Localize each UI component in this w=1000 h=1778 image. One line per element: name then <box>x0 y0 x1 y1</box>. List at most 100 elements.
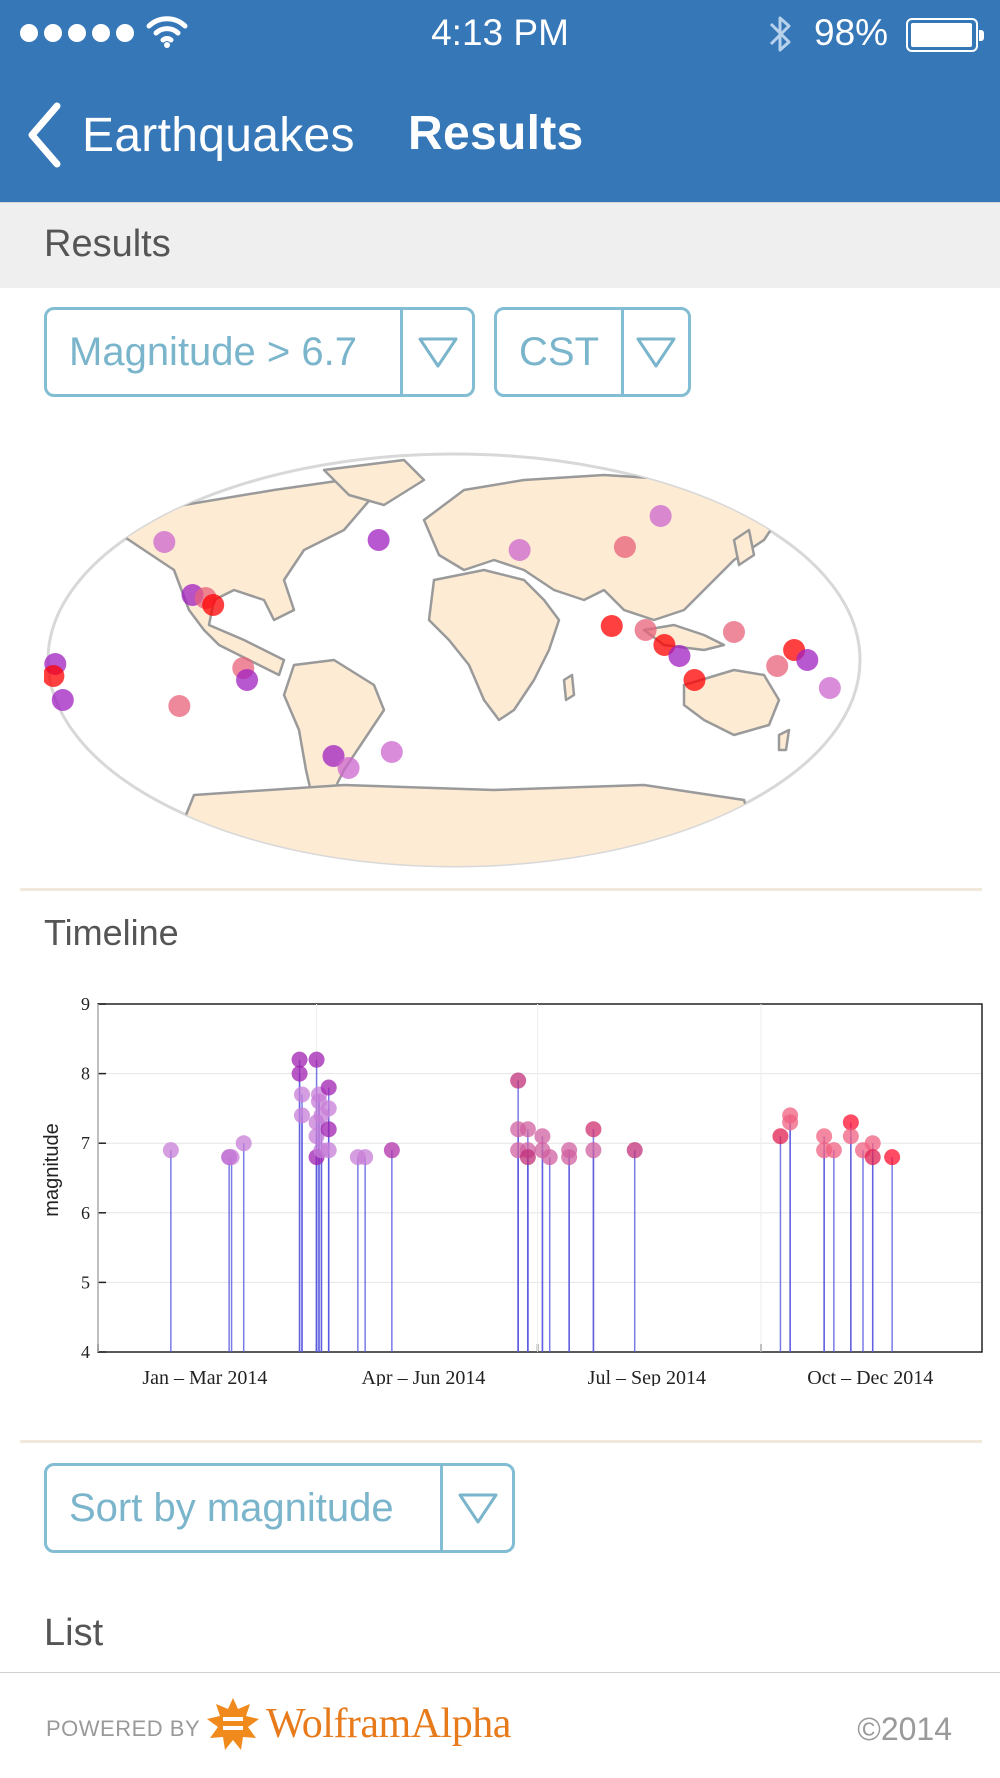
wolframalpha-logo[interactable]: WolframAlpha <box>206 1697 511 1751</box>
earthquake-marker[interactable] <box>818 677 841 699</box>
battery-percent: 98% <box>814 12 889 53</box>
earthquake-marker[interactable] <box>634 619 657 641</box>
chevron-left-icon <box>28 102 61 168</box>
earthquake-world-map[interactable] <box>44 450 864 870</box>
data-point[interactable] <box>782 1114 799 1131</box>
triangle-down-icon <box>400 310 472 394</box>
earthquake-marker[interactable] <box>600 615 623 637</box>
timezone-dropdown[interactable]: CST <box>494 307 691 397</box>
wolframalpha-brand: WolframAlpha <box>266 1701 511 1747</box>
magnitude-filter-label: Magnitude > 6.7 <box>69 329 357 374</box>
data-point[interactable] <box>816 1128 833 1145</box>
data-point[interactable] <box>534 1128 551 1145</box>
data-point[interactable] <box>294 1107 310 1124</box>
y-tick-label: 4 <box>81 1342 90 1362</box>
sort-dropdown[interactable]: Sort by magnitude <box>44 1463 515 1553</box>
data-point[interactable] <box>294 1086 310 1103</box>
battery-icon <box>906 18 984 52</box>
sort-label: Sort by magnitude <box>69 1485 394 1530</box>
data-point[interactable] <box>320 1079 337 1096</box>
y-tick-label: 9 <box>81 994 90 1014</box>
data-point[interactable] <box>585 1142 602 1159</box>
powered-by-label: POWERED BY <box>46 1716 201 1741</box>
y-tick-label: 7 <box>81 1133 90 1153</box>
data-point[interactable] <box>357 1149 374 1166</box>
timeline-chart[interactable]: 4 5 6 7 8 9 Jan – Mar 2014 Apr – Jun 2014 Jul – … <box>36 986 996 1386</box>
y-tick-label: 8 <box>81 1064 90 1084</box>
earthquake-marker[interactable] <box>613 536 636 558</box>
plot-frame <box>97 1003 983 1353</box>
data-point[interactable] <box>561 1149 578 1166</box>
wolframalpha-star-icon <box>207 1698 259 1750</box>
data-point[interactable] <box>308 1051 325 1068</box>
copyright: ©2014 <box>857 1711 952 1747</box>
earthquake-marker[interactable] <box>337 757 360 779</box>
data-point[interactable] <box>842 1128 859 1145</box>
earthquake-marker[interactable] <box>668 645 691 667</box>
map-markers <box>44 505 841 779</box>
y-tick-label: 6 <box>81 1203 90 1223</box>
data-point[interactable] <box>884 1149 901 1166</box>
top-bar: 4:13 PM 98% Earthquakes Results <box>0 0 1000 202</box>
section-divider <box>20 1440 982 1443</box>
wifi-icon <box>146 16 188 48</box>
data-point[interactable] <box>842 1114 859 1131</box>
status-time: 4:13 PM <box>431 12 569 53</box>
data-point[interactable] <box>519 1121 536 1138</box>
earthquake-marker[interactable] <box>380 741 403 763</box>
results-header-label: Results <box>44 223 171 265</box>
earthquake-marker[interactable] <box>766 655 789 677</box>
earthquake-marker[interactable] <box>44 665 65 687</box>
earthquake-marker[interactable] <box>51 689 74 711</box>
x-tick-label: Apr – Jun 2014 <box>361 1367 485 1386</box>
bluetooth-icon <box>769 16 791 52</box>
y-tick-label: 5 <box>81 1272 90 1292</box>
data-point[interactable] <box>223 1149 240 1166</box>
earthquake-marker[interactable] <box>649 505 672 527</box>
back-button[interactable]: Earthquakes <box>24 100 355 170</box>
data-point[interactable] <box>626 1142 643 1159</box>
status-bar: 4:13 PM 98% <box>0 0 1000 70</box>
earthquake-marker[interactable] <box>722 621 745 643</box>
data-point[interactable] <box>864 1149 881 1166</box>
triangle-down-icon <box>440 1466 512 1550</box>
data-point[interactable] <box>162 1142 179 1159</box>
data-point[interactable] <box>519 1149 536 1166</box>
earthquake-marker[interactable] <box>322 745 345 767</box>
earthquake-marker[interactable] <box>168 695 191 717</box>
earthquake-marker[interactable] <box>153 531 176 553</box>
timeline-title: Timeline <box>44 912 179 953</box>
data-point[interactable] <box>772 1128 789 1145</box>
x-tick-label: Oct – Dec 2014 <box>807 1367 933 1386</box>
earthquake-marker[interactable] <box>202 594 225 616</box>
section-divider <box>20 888 982 891</box>
earthquake-marker[interactable] <box>236 669 259 691</box>
signal-dots-icon <box>20 24 134 42</box>
magnitude-filter-dropdown[interactable]: Magnitude > 6.7 <box>44 307 475 397</box>
data-point[interactable] <box>320 1121 337 1138</box>
footer: POWERED BY WolframAlpha ©2014 <box>0 1672 1000 1778</box>
earthquake-marker[interactable] <box>796 649 819 671</box>
data-point[interactable] <box>320 1100 337 1117</box>
data-point[interactable] <box>383 1142 400 1159</box>
data-point[interactable] <box>825 1142 842 1159</box>
data-point[interactable] <box>320 1142 337 1159</box>
triangle-down-icon <box>621 310 688 394</box>
earthquake-marker[interactable] <box>367 529 390 551</box>
data-point[interactable] <box>291 1065 308 1082</box>
data-point[interactable] <box>541 1149 558 1166</box>
earthquake-marker[interactable] <box>653 634 676 656</box>
back-label: Earthquakes <box>82 108 355 162</box>
data-point[interactable] <box>308 1128 325 1145</box>
nav-bar: Earthquakes Results <box>0 86 1000 186</box>
timezone-label: CST <box>519 329 599 374</box>
data-point[interactable] <box>864 1135 881 1152</box>
data-point[interactable] <box>585 1121 602 1138</box>
data-point[interactable] <box>291 1051 308 1068</box>
data-point[interactable] <box>235 1135 252 1152</box>
earthquake-marker[interactable] <box>683 669 706 691</box>
data-point[interactable] <box>510 1072 527 1089</box>
y-axis-label: magnitude <box>41 1123 63 1216</box>
earthquake-marker[interactable] <box>508 539 531 561</box>
map-land <box>112 458 791 866</box>
